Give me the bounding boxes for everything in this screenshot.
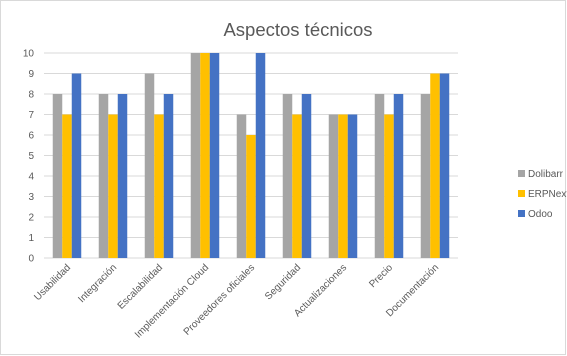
bar-erpnext-5: [292, 114, 302, 258]
bar-odoo-1: [117, 94, 128, 258]
bar-odoo-5: [301, 94, 312, 258]
legend-swatch-erpnext: [518, 190, 525, 197]
bar-dolibarr-0: [52, 94, 63, 258]
y-tick-label: 2: [28, 213, 34, 224]
bar-dolibarr-4: [236, 114, 247, 258]
bar-odoo-2: [163, 94, 174, 258]
y-tick-label: 6: [28, 131, 34, 142]
bar-erpnext-8: [430, 73, 440, 258]
y-tick-label: 3: [28, 192, 34, 203]
y-tick-label: 9: [28, 69, 34, 80]
legend-label-odoo: Odoo: [528, 209, 553, 220]
bar-dolibarr-3: [190, 53, 201, 258]
x-tick-label: Usabilidad: [32, 262, 73, 303]
y-axis-ticks: 0 1 2 3 4 5 6 7 8 9 10: [23, 49, 35, 265]
legend-swatch-odoo: [518, 210, 525, 217]
y-tick-label: 10: [23, 49, 35, 60]
y-tick-label: 4: [28, 172, 34, 183]
y-tick-label: 1: [28, 233, 34, 244]
legend-label-dolibarr: Dolibarr: [528, 169, 564, 180]
x-axis-ticks: Usabilidad IntegraciónEscalabilidadImplem…: [32, 262, 441, 340]
bar-dolibarr-7: [374, 94, 385, 258]
bar-odoo-6: [347, 114, 358, 258]
bar-erpnext-7: [384, 114, 394, 258]
bar-erpnext-2: [154, 114, 164, 258]
y-tick-label: 8: [28, 90, 34, 101]
bar-dolibarr-2: [144, 73, 155, 258]
bar-odoo-4: [255, 53, 266, 258]
bars: [52, 53, 450, 258]
bar-odoo-0: [71, 73, 82, 258]
x-tick-label: Precio: [367, 262, 395, 290]
y-tick-label: 5: [28, 151, 34, 162]
bar-dolibarr-5: [282, 94, 293, 258]
bar-erpnext-4: [246, 135, 256, 258]
y-tick-label: 0: [28, 254, 34, 265]
y-tick-label: 7: [28, 110, 34, 121]
bar-odoo-8: [439, 73, 450, 258]
bar-dolibarr-6: [328, 114, 339, 258]
x-tick-label: Integración: [76, 262, 119, 305]
legend-swatch-dolibarr: [518, 170, 525, 177]
chart-title: Aspectos técnicos: [223, 19, 372, 40]
bar-odoo-3: [209, 53, 220, 258]
bar-dolibarr-1: [98, 94, 109, 258]
bar-dolibarr-8: [420, 94, 431, 258]
bar-erpnext-3: [200, 53, 210, 258]
bar-odoo-7: [393, 94, 404, 258]
bar-erpnext-0: [62, 114, 72, 258]
legend-label-erpnext: ERPNext: [528, 189, 567, 200]
legend: Dolibarr ERPNext Odoo: [518, 169, 567, 220]
x-tick-label: Seguridad: [263, 262, 303, 302]
bar-erpnext-1: [108, 114, 118, 258]
x-tick-label: Escalabilidad: [116, 262, 165, 311]
bar-erpnext-6: [338, 114, 348, 258]
